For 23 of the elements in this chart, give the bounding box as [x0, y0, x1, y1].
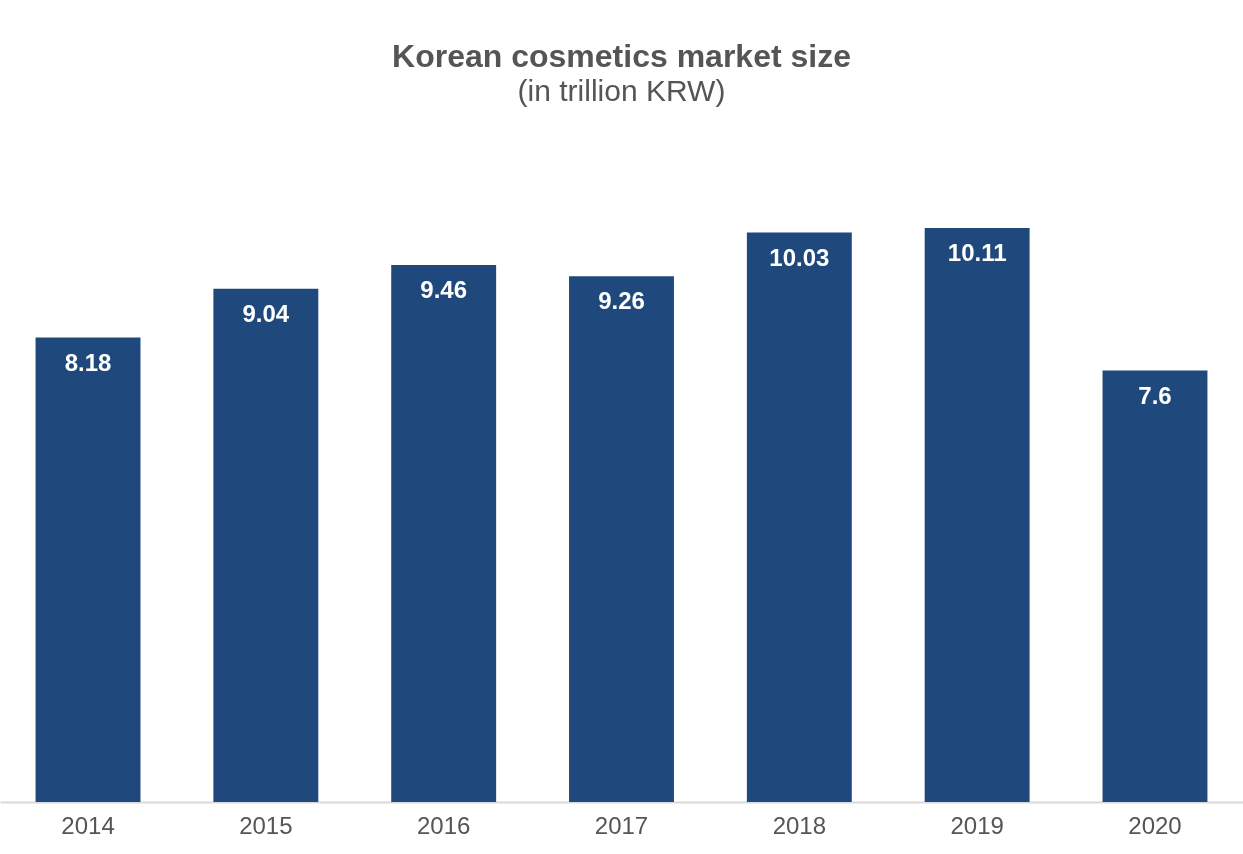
- x-tick-label: 2018: [772, 811, 827, 839]
- bar: [746, 232, 852, 802]
- chart-title: Korean cosmetics market size: [392, 38, 851, 74]
- data-label: 9.46: [420, 275, 468, 303]
- bar: [569, 276, 674, 802]
- data-label: 10.03: [769, 243, 830, 271]
- data-label: 7.6: [1138, 381, 1172, 409]
- bar: [1102, 370, 1208, 802]
- x-tick-label: 2017: [594, 811, 649, 839]
- chart-subtitle: (in trillion KRW): [517, 74, 726, 107]
- x-tick-label: 2020: [1128, 811, 1182, 839]
- data-label: 9.04: [242, 299, 290, 327]
- x-tick-label: 2019: [950, 811, 1004, 839]
- x-tick-label: 2015: [239, 811, 293, 839]
- x-tick-label: 2016: [416, 811, 471, 839]
- bar: [213, 288, 319, 802]
- data-label: 10.11: [947, 239, 1007, 266]
- x-tick-label: 2014: [61, 811, 115, 839]
- bar: [924, 228, 1030, 802]
- data-label: 8.18: [64, 348, 112, 376]
- bar: [35, 337, 141, 802]
- bar: [391, 264, 497, 802]
- data-label: 9.26: [598, 287, 645, 315]
